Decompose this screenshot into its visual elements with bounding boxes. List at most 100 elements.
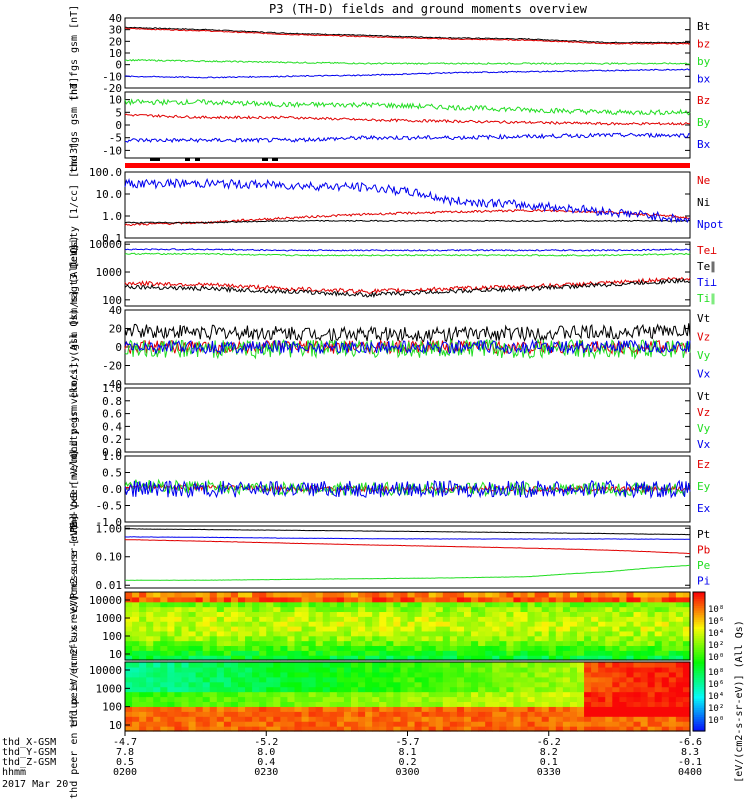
spectrogram-cell: [336, 630, 345, 637]
spectrogram-cell: [343, 621, 352, 627]
spectrogram-cell: [343, 655, 352, 661]
spectrogram-cell: [266, 711, 274, 717]
spectrogram-cell: [421, 666, 430, 673]
spectrogram-cell: [612, 706, 620, 712]
spectrogram-cell: [351, 726, 359, 732]
spectrogram-cell: [294, 716, 303, 722]
spectrogram-cell: [598, 645, 606, 651]
spectrogram-cell: [209, 681, 218, 688]
spectrogram-cell: [626, 650, 635, 656]
spectrogram-cell: [280, 716, 289, 722]
spectrogram-cell: [336, 681, 345, 688]
spectrogram-cell: [188, 630, 197, 637]
spectrogram-cell: [287, 706, 296, 712]
spectrogram-cell: [301, 701, 310, 707]
spectrogram-cell: [534, 686, 543, 693]
spectrogram-cell: [280, 592, 289, 598]
spectrogram-cell: [548, 721, 557, 727]
spectrogram-cell: [315, 726, 324, 732]
spectrogram-cell: [555, 726, 564, 732]
flag-mark: [150, 158, 160, 161]
spectrogram-cell: [393, 616, 402, 622]
spectrogram-cell: [230, 681, 239, 688]
spectrogram-cell: [633, 645, 642, 651]
spectrogram-cell: [188, 691, 197, 698]
colorbar-cell: [693, 684, 705, 688]
spectrogram-cell: [125, 645, 133, 651]
series-line-Vx: [124, 338, 691, 355]
spectrogram-cell: [682, 666, 691, 673]
spectrogram-cell: [245, 645, 253, 651]
spectrogram-cell: [336, 601, 345, 608]
spectrogram-cell: [252, 711, 260, 717]
spectrogram-cell: [153, 621, 161, 627]
spectrogram-cell: [534, 671, 543, 678]
spectrogram-cell: [393, 601, 402, 608]
spectrogram-cell: [287, 640, 296, 647]
spectrogram-cell: [195, 711, 204, 717]
colorbar-cell: [693, 652, 705, 656]
spectrogram-cell: [633, 711, 642, 717]
spectrogram-cell: [308, 592, 317, 598]
spectrogram-cell: [216, 596, 225, 603]
spectrogram-cell: [421, 706, 430, 712]
spectrogram-cell: [365, 596, 373, 603]
spectrogram-cell: [442, 621, 451, 627]
spectrogram-cell: [400, 621, 409, 627]
spectrogram-cell: [386, 696, 394, 703]
spectrogram-cell: [612, 650, 620, 656]
spectrogram-cell: [245, 686, 253, 693]
spectrogram-cell: [527, 706, 536, 712]
spectrogram-cell: [308, 696, 317, 703]
spectrogram-cell: [449, 696, 458, 703]
spectrogram-cell: [223, 640, 232, 647]
spectrogram-cell: [456, 645, 465, 651]
spectrogram-cell: [379, 621, 387, 627]
spectrogram-cell: [266, 630, 274, 637]
spectrogram-cell: [336, 650, 345, 656]
spectrogram-cell: [414, 662, 423, 668]
spectrogram-cell: [386, 676, 394, 683]
spectrogram-cell: [329, 706, 338, 712]
spectrogram-cell: [287, 696, 296, 703]
spectrogram-cell: [513, 592, 522, 598]
spectrogram-cell: [506, 630, 515, 637]
spectrogram-cell: [308, 606, 317, 613]
spectrogram-cell: [428, 676, 437, 683]
spectrogram-cell: [534, 645, 543, 651]
spectrogram-cell: [485, 626, 493, 632]
spectrogram-cell: [188, 701, 197, 707]
spectrogram-cell: [421, 681, 430, 688]
spectrogram-cell: [238, 691, 246, 698]
spectrogram-cell: [238, 671, 246, 678]
spectrogram-cell: [230, 601, 239, 608]
spectrogram-cell: [584, 630, 592, 637]
colorbar-cell: [693, 626, 705, 630]
spectrogram-cell: [577, 696, 585, 703]
spectrogram-cell: [315, 711, 324, 717]
spectrogram-cell: [520, 666, 529, 673]
spectrogram-cell: [287, 650, 296, 656]
spectrogram-cell: [400, 726, 409, 732]
spectrogram-cell: [125, 662, 133, 668]
spectrogram-cell: [541, 662, 550, 668]
spectrogram-cell: [428, 726, 437, 732]
spectrogram-cell: [626, 621, 635, 627]
spectrogram-cell: [682, 701, 691, 707]
spectrogram-cell: [421, 601, 430, 608]
colorbar-cell: [693, 666, 705, 670]
spectrogram-cell: [435, 721, 444, 727]
spectrogram-cell: [520, 711, 529, 717]
spectrogram-cell: [273, 686, 281, 693]
spectrogram-cell: [520, 671, 529, 678]
spectrogram-cell: [675, 696, 684, 703]
spectrogram-cell: [280, 626, 289, 632]
spectrogram-cell: [308, 676, 317, 683]
spectrogram-cell: [167, 592, 176, 598]
y-tick-label: 1.00: [96, 522, 123, 535]
spectrogram-cell: [160, 711, 168, 717]
spectrogram-cell: [174, 666, 183, 673]
spectrogram-cell: [478, 616, 486, 622]
spectrogram-cell: [555, 711, 564, 717]
spectrogram-cell: [216, 726, 225, 732]
